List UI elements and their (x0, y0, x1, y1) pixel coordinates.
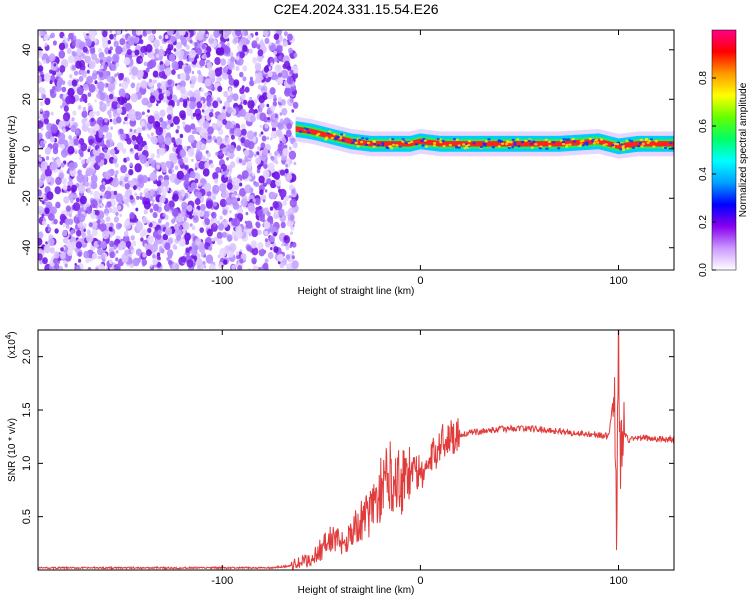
svg-text:(x104): (x104) (4, 331, 18, 358)
spectrogram-y-axis-label: Frequency (Hz) (7, 116, 18, 185)
spectrogram-y-tick-label: 0 (21, 146, 33, 152)
spectrogram-panel: -100 0 100 -40 -20 0 20 40 Height of straight … (7, 29, 675, 297)
snr-background (38, 330, 674, 570)
snr-x-tick-label: -100 (211, 575, 233, 587)
colorbar-tick-label: 0.4 (698, 167, 709, 181)
spectrogram-y-tick-label: -40 (21, 240, 33, 256)
spectrogram-y-ticks: -40 -20 0 20 40 (21, 44, 674, 256)
spectrogram-y-tick-label: 40 (21, 44, 33, 56)
spectrogram-x-tick-label: -100 (211, 275, 233, 287)
spectrogram-noise-region (38, 30, 299, 270)
spectrogram-x-ticks: -100 0 100 (211, 30, 628, 287)
snr-scale-factor: (x104) (4, 331, 18, 358)
snr-y-tick-label: 1.5 (21, 402, 33, 417)
scale-prefix: (x10 (7, 339, 18, 359)
figure-title: C2E4.2024.331.15.54.E26 (273, 1, 438, 17)
colorbar-tick-label: 0.6 (698, 119, 709, 133)
spectrogram-frame (37, 29, 675, 271)
snr-x-ticks: -100 0 100 (211, 330, 628, 587)
colorbar-tick-label: 0.2 (698, 215, 709, 229)
snr-y-tick-label: 1.0 (21, 456, 33, 471)
spectrogram-x-tick-label: 0 (417, 275, 423, 287)
colorbar: 0.0 0.2 0.4 0.6 0.8 Normalized spectral ampl… (698, 29, 749, 277)
scale-suffix: ) (7, 331, 18, 334)
snr-series-line (38, 330, 674, 570)
snr-x-tick-label: 100 (609, 575, 627, 587)
spectrogram-y-tick-label: -20 (21, 190, 33, 206)
snr-y-tick-label: 0.5 (21, 509, 33, 524)
colorbar-label: Normalized spectral amplitude (738, 82, 749, 217)
scale-exponent: 4 (4, 334, 13, 339)
colorbar-tick-label: 0.8 (698, 71, 709, 85)
snr-panel: -100 0 100 0.5 1.0 1.5 2.0 Height of straight… (4, 329, 675, 596)
colorbar-ticks: 0.0 0.2 0.4 0.6 0.8 (698, 71, 716, 277)
snr-frame (37, 329, 675, 571)
snr-x-tick-label: 0 (417, 575, 423, 587)
ridge-core (295, 126, 674, 149)
spectrogram-x-tick-label: 100 (609, 275, 627, 287)
spectrogram-y-tick-label: 20 (21, 93, 33, 105)
colorbar-gradient (711, 29, 737, 271)
spectrogram-x-axis-label: Height of straight line (km) (298, 286, 415, 297)
spectrogram-signal-ridge (295, 116, 674, 159)
snr-x-axis-label: Height of straight line (km) (298, 585, 415, 596)
snr-y-ticks: 0.5 1.0 1.5 2.0 (21, 349, 674, 524)
snr-y-axis-label: SNR (10 * v/v) (7, 418, 18, 482)
colorbar-tick-label: 0.0 (698, 263, 709, 277)
snr-y-tick-label: 2.0 (21, 349, 33, 364)
